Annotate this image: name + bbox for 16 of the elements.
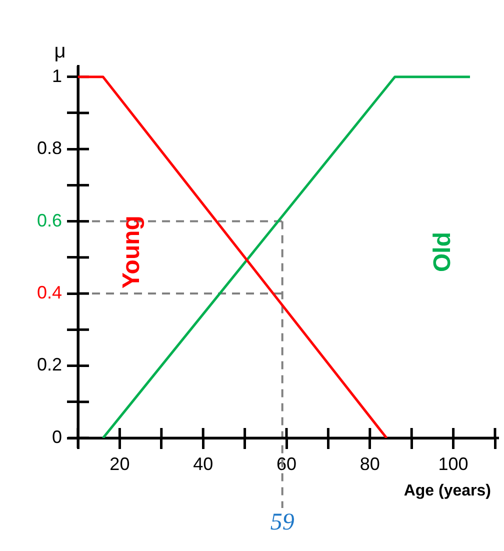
- y-tick-label: 0: [52, 426, 62, 447]
- text: Young: [118, 216, 146, 288]
- y-tick-label: 0.4: [36, 282, 62, 303]
- ref-line-label: 59: [270, 509, 294, 536]
- y-tick-label: 0.8: [36, 138, 62, 158]
- x-axis-title: Age (years): [404, 482, 491, 500]
- text: Old: [428, 232, 456, 272]
- y-axis-title: μ: [54, 40, 66, 63]
- x-tick-label: 100: [438, 454, 468, 474]
- y-tick-label: 1: [52, 66, 62, 86]
- x-tick-label: 60: [276, 454, 297, 474]
- x-tick-label: 40: [193, 454, 214, 474]
- y-tick-label: 0.2: [36, 354, 62, 375]
- x-tick-label: 80: [360, 454, 380, 474]
- x-tick-label: 20: [110, 454, 130, 474]
- y-tick-label: 0.6: [36, 210, 62, 230]
